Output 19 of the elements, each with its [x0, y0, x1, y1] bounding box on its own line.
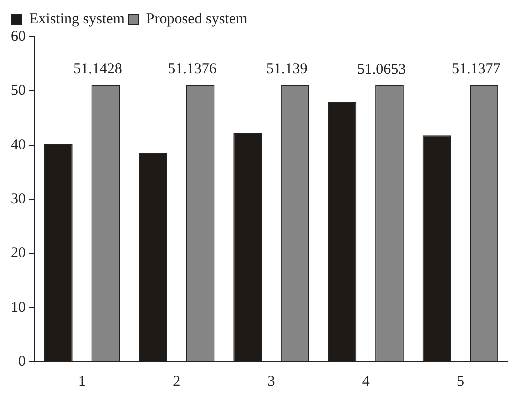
y-tick-label: 10 — [11, 300, 26, 316]
y-tick-label: 30 — [11, 191, 26, 208]
x-tick-label: 1 — [78, 374, 86, 390]
data-label: 51.1377 — [452, 61, 502, 78]
y-tick-label: 40 — [11, 137, 26, 154]
legend-label: Proposed system — [146, 11, 248, 28]
data-label: 51.1428 — [74, 61, 122, 78]
x-tick-label: 4 — [362, 374, 370, 390]
legend-label: Existing system — [30, 11, 126, 28]
y-tick-label: 50 — [11, 83, 26, 100]
data-label: 51.1376 — [168, 61, 218, 78]
x-tick-label: 5 — [456, 374, 464, 390]
data-label: 51.0653 — [357, 62, 406, 78]
x-tick-label: 2 — [173, 374, 181, 390]
y-tick-label: 20 — [11, 246, 26, 262]
x-tick-label: 3 — [268, 374, 276, 390]
data-label: 51.139 — [266, 61, 308, 78]
y-tick-label: 0 — [18, 354, 26, 370]
y-tick-label: 60 — [11, 28, 26, 45]
